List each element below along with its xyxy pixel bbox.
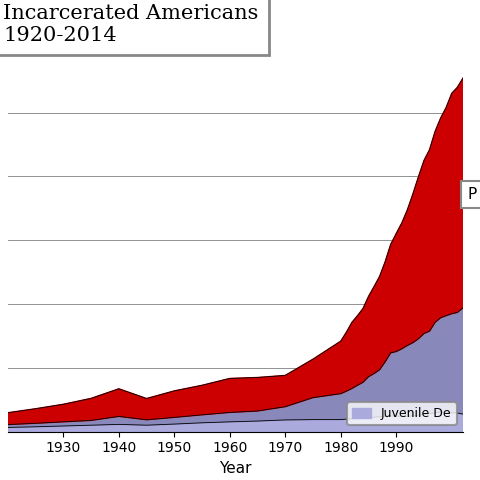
- X-axis label: Year: Year: [219, 461, 252, 476]
- Text: P: P: [468, 187, 477, 202]
- Legend: Juvenile De: Juvenile De: [347, 402, 456, 425]
- Text: Incarcerated Americans
1920-2014: Incarcerated Americans 1920-2014: [3, 4, 259, 45]
